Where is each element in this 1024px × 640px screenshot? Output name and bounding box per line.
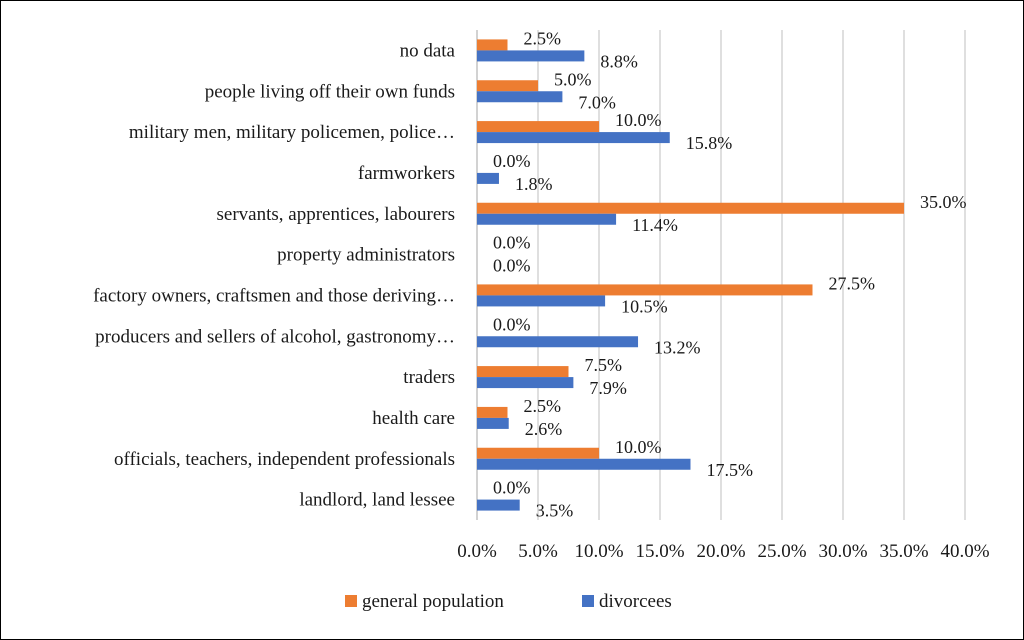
bar-general-population [477, 202, 904, 214]
category-label: officials, teachers, independent profess… [114, 449, 455, 470]
category-label: producers and sellers of alcohol, gastro… [95, 326, 455, 347]
data-label-general-population: 5.0% [554, 69, 592, 89]
bar-general-population [477, 121, 599, 133]
bar-general-population [477, 39, 508, 51]
x-tick-label: 0.0% [457, 541, 497, 562]
bar-divorcees [477, 91, 563, 103]
data-label-general-population: 2.5% [524, 396, 562, 416]
category-label: traders [403, 367, 455, 388]
gridlines [476, 30, 966, 520]
bar-general-population [477, 406, 508, 418]
legend-swatch [582, 595, 594, 607]
bar-divorcees [477, 132, 670, 144]
bar-divorcees [477, 336, 639, 348]
category-label: servants, apprentices, labourers [217, 204, 455, 225]
legend-swatch [345, 595, 357, 607]
bar-divorcees [477, 499, 520, 511]
x-tick-label: 5.0% [518, 541, 558, 562]
x-tick-label: 20.0% [696, 541, 745, 562]
x-tick-label: 35.0% [879, 541, 928, 562]
data-label-general-population: 2.5% [524, 28, 562, 48]
category-label: landlord, land lessee [299, 490, 455, 511]
legend-label: general population [362, 591, 504, 612]
bar-general-population [477, 284, 813, 296]
bar-divorcees [477, 172, 499, 184]
data-label-general-population: 0.0% [493, 478, 531, 498]
data-label-general-population: 27.5% [829, 273, 876, 293]
bar-general-population [477, 447, 599, 459]
data-label-divorcees: 1.8% [515, 174, 553, 194]
category-label: property administrators [277, 245, 455, 266]
x-axis-tick-labels: 0.0% 5.0% 10.0% 15.0% 20.0% 25.0% 30.0% 35.0% 40… [457, 541, 990, 562]
data-label-general-population: 0.0% [493, 151, 531, 171]
data-label-general-population: 10.0% [615, 437, 662, 457]
x-tick-label: 10.0% [574, 541, 623, 562]
data-label-divorcees: 3.5% [536, 501, 574, 521]
data-label-general-population: 0.0% [493, 233, 531, 253]
category-labels: no data people living off their own funds… [93, 40, 455, 510]
data-label-general-population: 0.0% [493, 314, 531, 334]
x-tick-label: 15.0% [635, 541, 684, 562]
bar-divorcees [477, 50, 585, 62]
x-tick-label: 30.0% [818, 541, 867, 562]
data-label-general-population: 35.0% [920, 192, 967, 212]
category-label: no data [400, 40, 456, 61]
legend: general population divorcees [345, 591, 672, 612]
data-label-divorcees: 15.8% [686, 133, 733, 153]
bar-divorcees [477, 377, 574, 389]
data-label-divorcees: 8.8% [600, 51, 638, 71]
data-label-divorcees: 2.6% [525, 419, 563, 439]
x-tick-label: 25.0% [757, 541, 806, 562]
data-label-general-population: 7.5% [585, 355, 623, 375]
category-label: factory owners, craftsmen and those deri… [93, 285, 455, 306]
bar-divorcees [477, 213, 617, 225]
legend-label: divorcees [599, 591, 672, 612]
data-label-divorcees: 17.5% [707, 460, 754, 480]
category-label: people living off their own funds [205, 81, 455, 102]
data-label-divorcees: 0.0% [493, 256, 531, 276]
bars [477, 39, 904, 511]
data-label-divorcees: 7.0% [578, 92, 616, 112]
bar-divorcees [477, 458, 691, 470]
category-label: military men, military policemen, police… [129, 122, 455, 143]
bar-divorcees [477, 295, 606, 307]
data-label-general-population: 10.0% [615, 110, 662, 130]
category-label: farmworkers [358, 163, 455, 184]
data-label-divorcees: 11.4% [632, 215, 678, 235]
data-label-divorcees: 10.5% [621, 296, 668, 316]
data-labels: 2.5%8.8%5.0%7.0%10.0%15.8%0.0%1.8%35.0%1… [493, 28, 967, 520]
data-label-divorcees: 7.9% [589, 378, 627, 398]
category-label: health care [372, 408, 455, 429]
x-tick-label: 40.0% [940, 541, 989, 562]
data-label-divorcees: 13.2% [654, 337, 701, 357]
bar-general-population [477, 366, 569, 378]
bar-divorcees [477, 417, 509, 429]
bar-general-population [477, 80, 538, 92]
